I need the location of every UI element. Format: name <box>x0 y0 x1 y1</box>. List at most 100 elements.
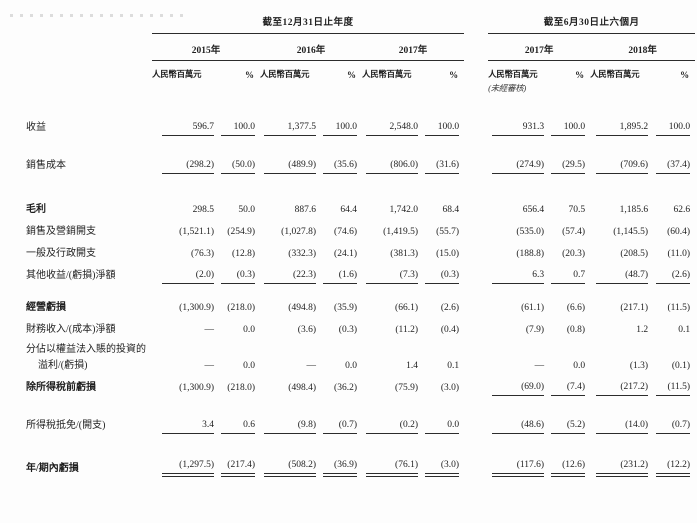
cell-value: (1,027.8) <box>260 218 316 240</box>
table-row: 其他收益/(虧損)淨額 (2.0) (0.3) (22.3) (1.6) (7.3) (0.… <box>2 262 695 284</box>
value: (15.0) <box>436 249 460 259</box>
value: 298.5 <box>192 205 214 215</box>
header-spacer <box>2 61 152 81</box>
cell-value: (2.0) <box>152 262 214 284</box>
cell-value: (494.8) <box>260 284 316 316</box>
value: (3.0) <box>440 383 460 393</box>
cell-value: (20.3) <box>544 240 590 262</box>
value: 0.0 <box>243 361 255 371</box>
value: 100.0 <box>425 122 460 136</box>
cell-value: 64.4 <box>316 174 362 218</box>
value: (1.6) <box>323 270 357 284</box>
value: (69.0) <box>492 382 545 396</box>
value: (11.5) <box>656 382 691 396</box>
value: (489.9) <box>264 160 316 174</box>
value: (36.2) <box>334 383 357 393</box>
cell-value: (0.3) <box>418 262 464 284</box>
cell-value: 931.3 <box>488 94 545 136</box>
value: (12.6) <box>551 460 586 477</box>
value: 1,742.0 <box>389 205 419 215</box>
cell-value: (1,300.9) <box>152 374 214 396</box>
cell-value: (218.0) <box>214 284 260 316</box>
cell-value: (1,521.1) <box>152 218 214 240</box>
cell-value: 50.0 <box>214 174 260 218</box>
cell-value: (29.5) <box>544 136 590 174</box>
value: 931.3 <box>492 122 545 136</box>
value: (217.1) <box>620 303 649 313</box>
value: (11.0) <box>667 249 691 259</box>
value: — <box>204 361 215 371</box>
value: (29.5) <box>551 160 586 174</box>
cell-value: 0.1 <box>648 316 695 338</box>
cell-value: 1,895.2 <box>590 94 649 136</box>
cell-value: (1,145.5) <box>590 218 648 240</box>
row-label: 財務收入/(成本)淨額 <box>2 316 152 338</box>
cell-value: (381.3) <box>362 240 418 262</box>
value: (55.7) <box>436 227 460 237</box>
cell-value: (14.0) <box>590 396 649 434</box>
cell-value: (57.4) <box>544 218 590 240</box>
cell-value: (9.8) <box>260 396 316 434</box>
row-label: 銷售成本 <box>2 136 152 174</box>
cell-value: (188.8) <box>488 240 544 262</box>
year-2017: 2017年 <box>362 33 465 61</box>
cell-value: (217.4) <box>214 434 260 477</box>
table-row: 銷售及營銷開支 (1,521.1) (254.9) (1,027.8) (74.6) (1… <box>2 218 695 240</box>
value: (7.4) <box>551 382 586 396</box>
cell-value: (36.9) <box>316 434 362 477</box>
row-label-line1: 財務收入/(成本)淨額 <box>26 324 116 335</box>
column-gap <box>464 374 488 396</box>
year-header-row: 2015年 2016年 2017年 2017年 2018年 <box>2 33 696 61</box>
table-row: 所得稅抵免/(開支) 3.4 0.6 (9.8) (0.7) (0.2) 0.0 (48.6)… <box>2 396 695 434</box>
value: (1,300.9) <box>179 383 214 393</box>
value: (3.6) <box>297 325 316 335</box>
cell-value: 3.4 <box>152 396 214 434</box>
value: (20.3) <box>562 249 586 259</box>
cell-value: (0.8) <box>544 316 590 338</box>
percent-header: % <box>347 70 356 80</box>
row-label: 除所得稅前虧損 <box>2 374 152 396</box>
cell-value: 596.7 <box>152 94 214 136</box>
cell-value: (218.0) <box>214 374 260 396</box>
cell-value: (508.2) <box>260 434 316 477</box>
row-label: 分佔以權益法入賬的投資的 溢利/(虧損) <box>2 338 152 374</box>
value: 100.0 <box>221 122 255 136</box>
period-title-annual: 截至12月31日止年度 <box>152 14 465 34</box>
value: 887.6 <box>294 205 316 215</box>
value: (3.0) <box>425 460 460 477</box>
row-label-line1: 收益 <box>26 122 46 133</box>
value: (24.1) <box>334 249 357 259</box>
value: (498.4) <box>288 383 316 393</box>
value: — <box>204 325 215 335</box>
cell-value: 68.4 <box>418 174 464 218</box>
value: (217.2) <box>596 382 649 396</box>
row-label: 收益 <box>2 94 152 136</box>
value: (0.4) <box>440 325 460 335</box>
cell-value: (0.4) <box>418 316 464 338</box>
cell-value: 0.0 <box>418 396 464 434</box>
cell-value: (0.1) <box>648 338 695 374</box>
percent-header: % <box>449 70 459 80</box>
note-row: (未經審核) <box>2 80 695 94</box>
cell-value: (55.7) <box>418 218 464 240</box>
value: 596.7 <box>162 122 214 136</box>
row-label: 銷售及營銷開支 <box>2 218 152 240</box>
cell-value: (217.2) <box>590 374 649 396</box>
column-gap <box>464 284 488 316</box>
value: (208.5) <box>620 249 649 259</box>
value: 3.4 <box>162 420 214 434</box>
value: 1,895.2 <box>596 122 649 136</box>
value: 1,377.5 <box>264 122 316 136</box>
value: (381.3) <box>390 249 418 259</box>
value: (0.1) <box>671 361 691 371</box>
value: (61.1) <box>521 303 545 313</box>
row-label-line1: 所得稅抵免/(開支) <box>26 420 106 431</box>
cell-value: (709.6) <box>590 136 649 174</box>
column-gap <box>464 80 488 94</box>
cell-value: (11.5) <box>648 284 695 316</box>
cell-value: (806.0) <box>362 136 418 174</box>
value: 0.0 <box>345 361 357 371</box>
value: (2.6) <box>440 303 460 313</box>
column-gap <box>464 218 488 240</box>
value: (2.0) <box>162 270 214 284</box>
